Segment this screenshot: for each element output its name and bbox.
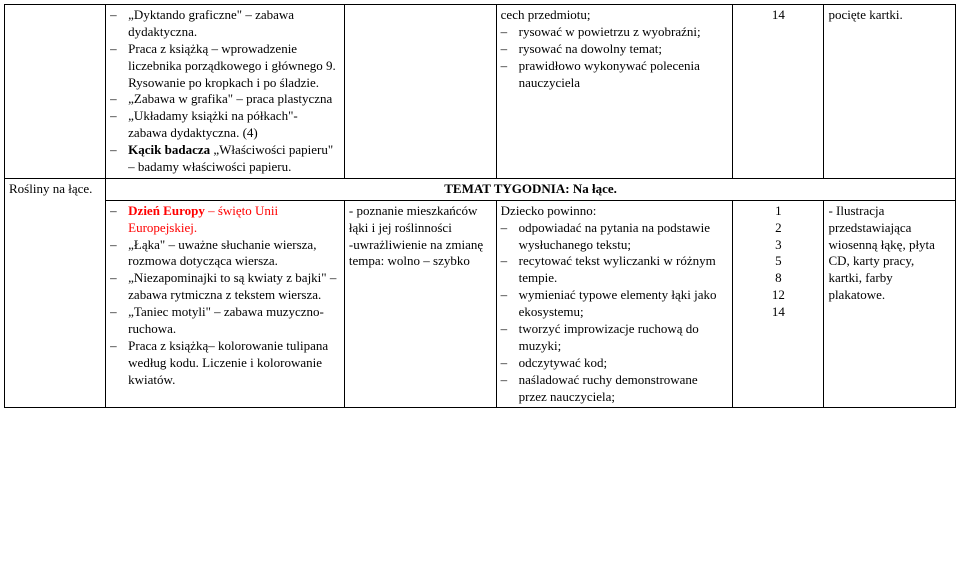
number-value: 5 bbox=[737, 253, 819, 270]
number-value: 8 bbox=[737, 270, 819, 287]
list-item: „Układamy książki na półkach"- zabawa dy… bbox=[124, 108, 340, 142]
cell-materials: pocięte kartki. bbox=[824, 5, 956, 179]
list-item: recytować tekst wyliczanki w różnym temp… bbox=[515, 253, 729, 287]
list-item: Kącik badacza „Właściwości papieru" – ba… bbox=[124, 142, 340, 176]
list-item: „Zabawa w grafika" – praca plastyczna bbox=[124, 91, 340, 108]
activity-list: Dzień Europy – święto Unii Europejskiej.… bbox=[110, 203, 340, 389]
table-row: Dzień Europy – święto Unii Europejskiej.… bbox=[5, 200, 956, 408]
materials-text: pocięte kartki. bbox=[828, 7, 902, 22]
cell-activities: Dzień Europy – święto Unii Europejskiej.… bbox=[106, 200, 345, 408]
section-header: TEMAT TYGODNIA: Na łące. bbox=[106, 178, 956, 200]
cell-numbers: 123581214 bbox=[733, 200, 824, 408]
list-item: tworzyć improwizacje ruchową do muzyki; bbox=[515, 321, 729, 355]
list-item: prawidłowo wykonywać polecenia nauczycie… bbox=[515, 58, 729, 92]
objective-line: - poznanie mieszkańców łąki i jej roślin… bbox=[349, 203, 492, 237]
table-row: „Dyktando graficzne" – zabawa dydaktyczn… bbox=[5, 5, 956, 179]
list-item: „Taniec motyli" – zabawa muzyczno-ruchow… bbox=[124, 304, 340, 338]
outcomes-list: odpowiadać na pytania na podstawie wysłu… bbox=[501, 220, 729, 406]
bold-label: Kącik badacza bbox=[128, 142, 210, 157]
cell-numbers: 14 bbox=[733, 5, 824, 179]
materials-text: - Ilustracja przedstawiająca wiosenną łą… bbox=[828, 203, 935, 302]
list-item: Praca z książką– kolorowanie tulipana we… bbox=[124, 338, 340, 389]
list-item: odpowiadać na pytania na podstawie wysłu… bbox=[515, 220, 729, 254]
list-item: odczytywać kod; bbox=[515, 355, 729, 372]
outcomes-lead: cech przedmiotu; bbox=[501, 7, 591, 22]
cell-materials: - Ilustracja przedstawiająca wiosenną łą… bbox=[824, 200, 956, 408]
curriculum-table: „Dyktando graficzne" – zabawa dydaktyczn… bbox=[4, 4, 956, 408]
number-value: 3 bbox=[737, 237, 819, 254]
cell-outcomes: cech przedmiotu; rysować w powietrzu z w… bbox=[496, 5, 733, 179]
list-item: Dzień Europy – święto Unii Europejskiej. bbox=[124, 203, 340, 237]
cell-topic bbox=[5, 5, 106, 179]
topic-label: Rośliny na łące. bbox=[9, 181, 92, 196]
list-item: wymieniać typowe elementy łąki jako ekos… bbox=[515, 287, 729, 321]
list-item: Praca z książką – wprowadzenie liczebnik… bbox=[124, 41, 340, 92]
cell-topic: Rośliny na łące. bbox=[5, 178, 106, 408]
cell-objectives: - poznanie mieszkańców łąki i jej roślin… bbox=[344, 200, 496, 408]
section-header-row: Rośliny na łące. TEMAT TYGODNIA: Na łące… bbox=[5, 178, 956, 200]
cell-activities: „Dyktando graficzne" – zabawa dydaktyczn… bbox=[106, 5, 345, 179]
activity-list: „Dyktando graficzne" – zabawa dydaktyczn… bbox=[110, 7, 340, 176]
list-item: „Niezapominajki to są kwiaty z bajki" – … bbox=[124, 270, 340, 304]
list-item: naśladować ruchy demonstrowane przez nau… bbox=[515, 372, 729, 406]
list-item: rysować w powietrzu z wyobraźni; bbox=[515, 24, 729, 41]
outcomes-list: rysować w powietrzu z wyobraźni;rysować … bbox=[501, 24, 729, 92]
list-item: „Łąka" – uważne słuchanie wiersza, rozmo… bbox=[124, 237, 340, 271]
number-value: 1 bbox=[737, 203, 819, 220]
list-item: rysować na dowolny temat; bbox=[515, 41, 729, 58]
cell-objectives bbox=[344, 5, 496, 179]
cell-outcomes: Dziecko powinno: odpowiadać na pytania n… bbox=[496, 200, 733, 408]
section-header-text: TEMAT TYGODNIA: Na łące. bbox=[444, 181, 617, 196]
number-value: 14 bbox=[772, 7, 785, 22]
number-value: 2 bbox=[737, 220, 819, 237]
outcomes-lead: Dziecko powinno: bbox=[501, 203, 597, 218]
objective-line: -uwrażliwienie na zmianę tempa: wolno – … bbox=[349, 237, 492, 271]
number-value: 14 bbox=[737, 304, 819, 321]
list-item: „Dyktando graficzne" – zabawa dydaktyczn… bbox=[124, 7, 340, 41]
number-value: 12 bbox=[737, 287, 819, 304]
holiday-label: Dzień Europy bbox=[128, 203, 205, 218]
